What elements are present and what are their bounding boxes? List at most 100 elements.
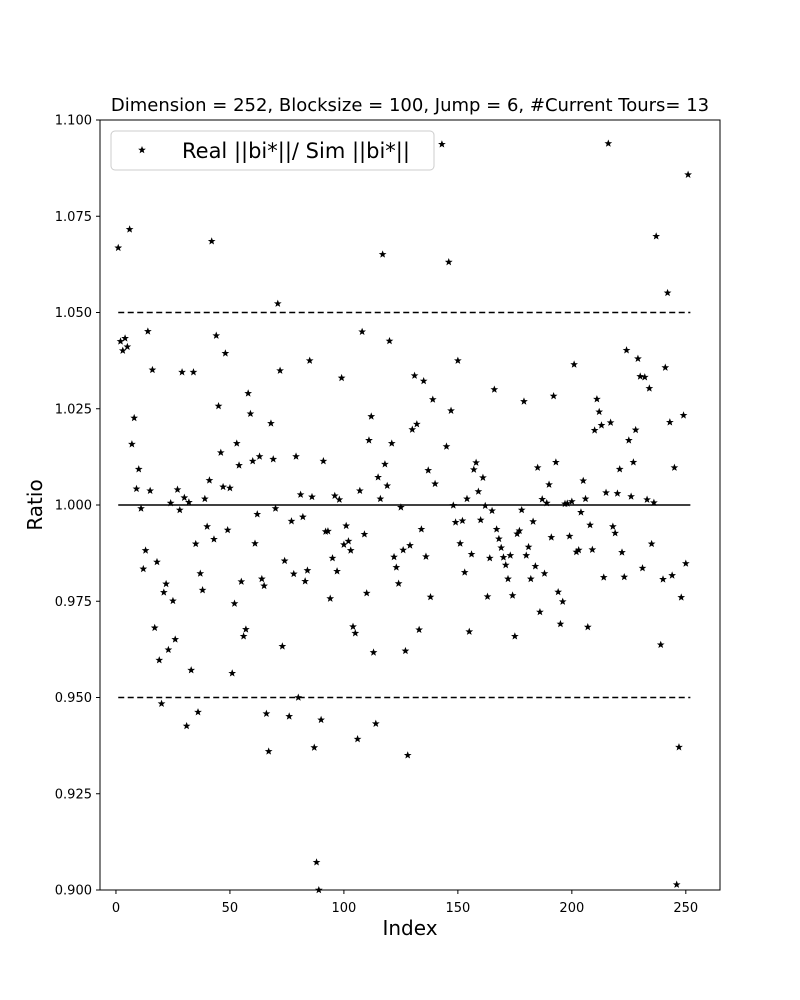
data-point [116, 337, 125, 345]
data-point [360, 530, 369, 538]
data-point [426, 592, 435, 601]
data-point [451, 518, 460, 526]
data-point [609, 522, 617, 530]
data-point [155, 656, 164, 664]
data-point [371, 719, 380, 727]
data-point [344, 537, 353, 545]
data-point [481, 501, 490, 510]
data-point [554, 587, 563, 596]
data-point [194, 708, 202, 716]
data-point [171, 635, 180, 643]
data-point [365, 436, 373, 444]
data-point [196, 569, 205, 577]
data-point [650, 498, 658, 506]
data-point [415, 625, 423, 634]
data-point [324, 527, 332, 535]
x-tick-label: 200 [559, 901, 584, 916]
data-point [422, 552, 430, 560]
data-point [397, 503, 405, 511]
data-point [230, 599, 239, 607]
data-point [520, 397, 528, 405]
data-point [424, 466, 433, 474]
data-point [203, 522, 211, 530]
data-point [661, 363, 670, 371]
data-point [652, 232, 661, 240]
data-point [169, 596, 177, 605]
y-tick-label: 1.075 [55, 210, 92, 225]
data-point [615, 465, 624, 473]
data-point [118, 346, 127, 354]
data-point [467, 550, 476, 558]
data-point [173, 485, 182, 493]
data-point [201, 494, 209, 503]
data-point [237, 577, 246, 585]
data-point [636, 372, 645, 380]
x-tick-label: 0 [112, 901, 120, 916]
data-point [483, 592, 492, 600]
data-point [522, 551, 531, 559]
data-point [292, 452, 300, 460]
data-point [643, 495, 651, 503]
data-point [508, 591, 517, 599]
data-point [210, 535, 218, 543]
data-point [185, 498, 193, 506]
data-point [326, 594, 335, 602]
data-point [305, 356, 314, 364]
data-point [456, 539, 464, 547]
data-point [317, 715, 325, 724]
data-point [613, 489, 622, 497]
data-point [403, 751, 412, 759]
data-point [248, 457, 257, 465]
data-point [125, 225, 134, 233]
data-point [137, 504, 145, 512]
data-point [458, 516, 467, 525]
data-point [663, 288, 672, 297]
data-point [312, 858, 321, 866]
data-point [531, 562, 540, 570]
x-axis: 0 50 100 150 200 250 [112, 890, 698, 916]
legend-box [110, 130, 435, 171]
data-point [381, 460, 389, 468]
data-point [567, 497, 576, 505]
y-tick-label: 1.000 [55, 499, 92, 514]
data-point [672, 880, 681, 888]
data-point [431, 479, 439, 488]
data-point [565, 532, 574, 540]
data-point [563, 499, 572, 507]
data-point [205, 476, 214, 484]
data-point [438, 140, 446, 148]
data-point [463, 494, 471, 503]
plot-marks [114, 139, 692, 894]
data-point [604, 139, 613, 147]
data-point [570, 360, 578, 368]
data-point [419, 376, 428, 385]
data-point [517, 505, 526, 514]
data-point [681, 559, 690, 567]
data-point [515, 526, 524, 535]
data-point [529, 517, 537, 525]
data-point [684, 170, 692, 178]
data-point [394, 579, 403, 587]
data-point [216, 448, 225, 456]
data-point [299, 512, 307, 521]
data-point [376, 494, 385, 503]
data-point [668, 571, 676, 579]
y-tick-label: 0.925 [55, 787, 92, 802]
data-point [640, 373, 649, 381]
data-point [581, 494, 590, 503]
data-point [346, 546, 355, 554]
data-point [588, 545, 597, 553]
data-point [262, 709, 271, 717]
data-point [383, 481, 392, 490]
chart-title: Dimension = 252, Blocksize = 100, Jump =… [111, 95, 709, 116]
x-tick-label: 50 [222, 901, 239, 916]
data-point [189, 368, 198, 376]
data-point [495, 534, 503, 543]
data-point [212, 331, 221, 339]
data-point [659, 575, 667, 583]
data-point [310, 743, 319, 751]
data-point [226, 484, 234, 492]
data-point [417, 525, 426, 533]
data-point [547, 533, 556, 541]
